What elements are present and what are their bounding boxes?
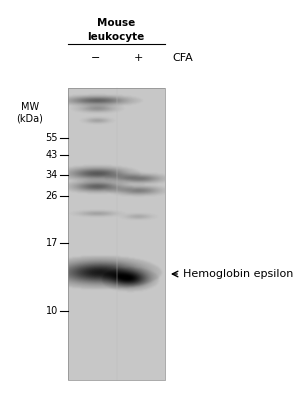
Text: Mouse: Mouse [97, 18, 135, 28]
Text: CFA: CFA [172, 53, 193, 63]
Text: 17: 17 [46, 238, 58, 248]
Text: 43: 43 [46, 150, 58, 160]
Text: Hemoglobin epsilon: Hemoglobin epsilon [183, 269, 293, 279]
Text: 55: 55 [45, 133, 58, 143]
Text: −: − [91, 53, 101, 63]
Text: leukocyte: leukocyte [87, 32, 145, 42]
Text: 10: 10 [46, 306, 58, 316]
Bar [68, 88, 165, 380]
Text: +: + [133, 53, 143, 63]
Text: MW
(kDa): MW (kDa) [17, 102, 43, 124]
Text: 34: 34 [46, 170, 58, 180]
Text: 26: 26 [46, 191, 58, 201]
